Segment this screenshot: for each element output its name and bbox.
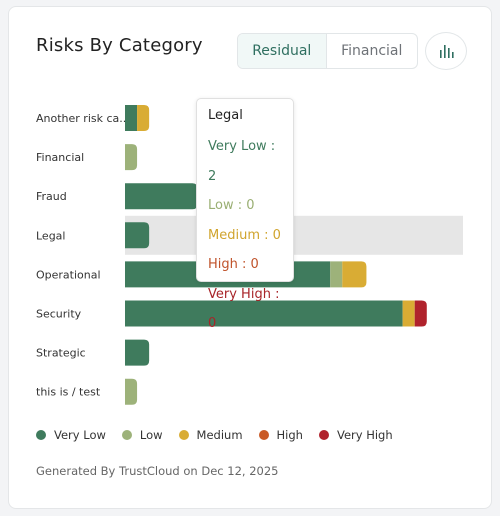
bar-segment-very-low[interactable] bbox=[125, 105, 138, 131]
category-label: Operational bbox=[36, 268, 101, 281]
chart-tooltip: Legal Very Low : 2 Low : 0 Medium : 0 Hi… bbox=[196, 98, 294, 331]
bar-segment-low[interactable] bbox=[330, 261, 343, 288]
legend-label: Very Low bbox=[54, 428, 106, 442]
category-label: Fraud bbox=[36, 190, 67, 203]
view-toggle: Residual Financial bbox=[237, 33, 418, 69]
category-label: Legal bbox=[36, 229, 65, 242]
bar-segment-medium[interactable] bbox=[402, 300, 415, 327]
highlight-band bbox=[125, 215, 463, 255]
category-label: Strategic bbox=[36, 347, 86, 360]
legend-dot bbox=[258, 430, 269, 440]
legend-dot bbox=[36, 430, 46, 440]
chart-type-button[interactable] bbox=[425, 32, 467, 70]
tooltip-row-medium: Medium : 0 bbox=[208, 227, 281, 243]
tooltip-row-very-low: Very Low : 2 bbox=[208, 139, 276, 184]
tooltip-row-high: High : 0 bbox=[208, 257, 259, 272]
legend-item-very-low[interactable]: Very Low bbox=[36, 428, 106, 442]
legend-item-medium[interactable]: Medium bbox=[178, 428, 243, 442]
bar-chart-icon bbox=[440, 45, 454, 58]
risks-card: Risks By Category Residual Financial Ano… bbox=[8, 6, 492, 509]
bar-segment-very-high[interactable] bbox=[414, 300, 427, 327]
legend-item-high[interactable]: High bbox=[258, 428, 303, 442]
category-label: Financial bbox=[36, 151, 84, 164]
category-label: Security bbox=[36, 308, 82, 321]
legend-label: Very High bbox=[336, 428, 393, 442]
legend-dot bbox=[318, 430, 329, 440]
tooltip-title: Legal bbox=[208, 108, 243, 123]
bar-segment-very-low[interactable] bbox=[125, 300, 403, 327]
bar-segment-low[interactable] bbox=[125, 144, 138, 171]
category-label: this is / test bbox=[36, 386, 101, 399]
bar-segment-medium[interactable] bbox=[137, 105, 150, 131]
legend-label: Low bbox=[139, 428, 163, 442]
tooltip-row-low: Low : 0 bbox=[208, 198, 255, 213]
generated-by-footer: Generated By TrustCloud on Dec 12, 2025 bbox=[36, 464, 279, 478]
bar-segment-very-low[interactable] bbox=[125, 183, 198, 210]
legend-label: Medium bbox=[196, 428, 243, 442]
category-label: Another risk ca... bbox=[36, 112, 130, 125]
tab-financial[interactable]: Financial bbox=[341, 43, 403, 59]
legend-dot bbox=[178, 430, 189, 440]
bar-segment-very-low[interactable] bbox=[125, 339, 150, 366]
bar-segment-medium[interactable] bbox=[342, 261, 367, 288]
bar-segment-low[interactable] bbox=[125, 378, 138, 405]
tooltip-row-very-high: Very High : 0 bbox=[208, 286, 280, 332]
legend-item-very-high[interactable]: Very High bbox=[318, 428, 393, 442]
legend-dot bbox=[121, 430, 132, 440]
chart-title: Risks By Category bbox=[36, 35, 203, 56]
legend-item-low[interactable]: Low bbox=[121, 428, 163, 442]
bar-segment-very-low[interactable] bbox=[125, 222, 150, 249]
chart-legend: Very Low Low Medium High Very High bbox=[36, 428, 409, 442]
legend-label: High bbox=[276, 428, 303, 442]
tab-residual[interactable]: Residual bbox=[238, 34, 327, 68]
